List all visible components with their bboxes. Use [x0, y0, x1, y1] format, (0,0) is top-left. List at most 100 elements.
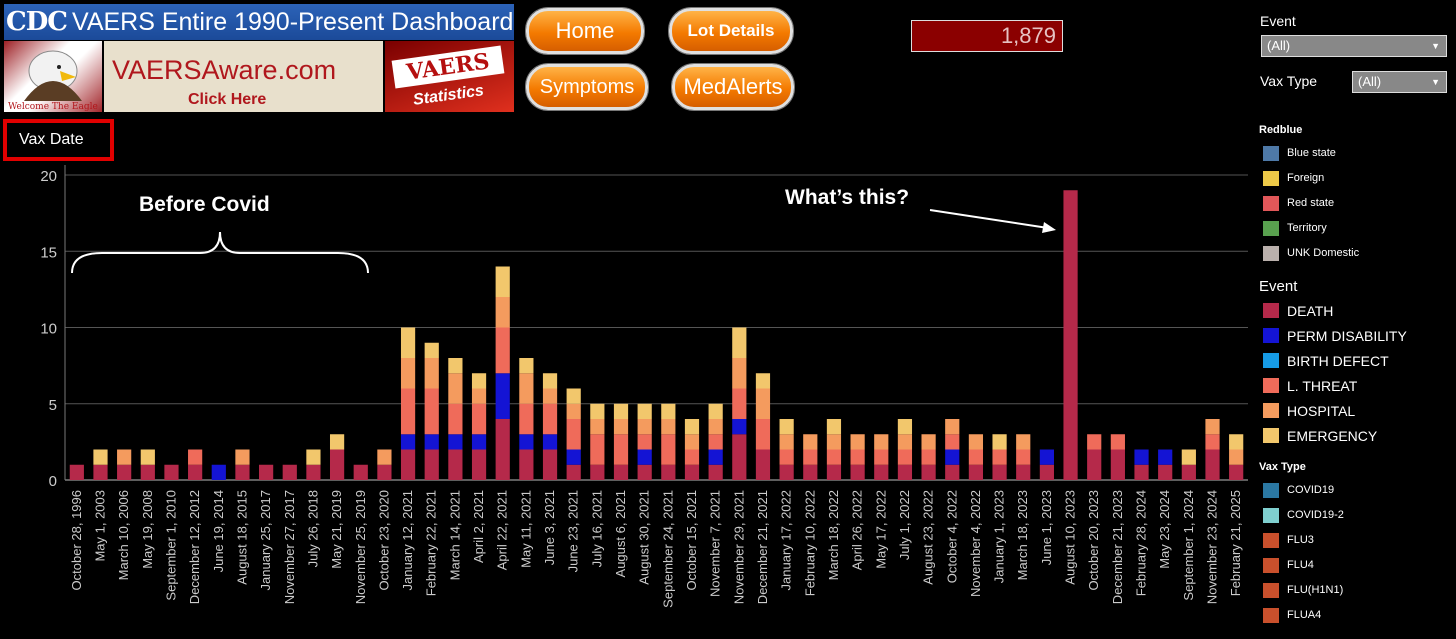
bar-segment[interactable]: [874, 434, 889, 450]
bar-segment[interactable]: [117, 464, 132, 480]
bar-segment[interactable]: [377, 464, 392, 480]
bar-segment[interactable]: [968, 449, 984, 465]
bar-segment[interactable]: [448, 373, 463, 404]
bar-segment[interactable]: [235, 464, 250, 480]
bar-segment[interactable]: [684, 434, 700, 450]
bar-segment[interactable]: [968, 464, 984, 480]
bar-segment[interactable]: [826, 464, 842, 480]
bar-segment[interactable]: [755, 449, 771, 481]
bar-segment[interactable]: [400, 434, 416, 450]
bar-segment[interactable]: [1110, 434, 1125, 450]
bar-segment[interactable]: [93, 464, 108, 480]
bar-segment[interactable]: [945, 419, 960, 435]
bar-segment[interactable]: [826, 449, 842, 465]
bar-segment[interactable]: [188, 449, 203, 465]
bar-segment[interactable]: [826, 434, 842, 450]
bar-segment[interactable]: [400, 327, 416, 359]
bar-segment[interactable]: [140, 449, 155, 465]
bar-segment[interactable]: [1158, 464, 1173, 480]
bar-segment[interactable]: [637, 434, 652, 450]
bar-segment[interactable]: [495, 297, 510, 328]
bar-segment[interactable]: [353, 464, 368, 480]
bar-segment[interactable]: [495, 327, 510, 374]
bar-segment[interactable]: [259, 464, 274, 480]
bar-segment[interactable]: [590, 403, 605, 419]
bar-segment[interactable]: [803, 464, 818, 480]
bar-segment[interactable]: [495, 419, 510, 480]
bar-segment[interactable]: [471, 434, 487, 450]
bar-segment[interactable]: [803, 449, 818, 465]
bar-segment[interactable]: [1181, 464, 1196, 480]
bar-segment[interactable]: [732, 388, 747, 420]
bar-segment[interactable]: [1205, 449, 1220, 481]
bar-segment[interactable]: [282, 464, 297, 480]
bar-segment[interactable]: [732, 327, 747, 359]
bar-segment[interactable]: [779, 464, 794, 480]
bar-segment[interactable]: [590, 419, 605, 435]
bar-segment[interactable]: [1087, 449, 1102, 481]
bar-segment[interactable]: [732, 434, 747, 480]
event-filter-select[interactable]: (All) ▼: [1261, 35, 1447, 57]
bar-segment[interactable]: [542, 434, 558, 450]
vax-date-header[interactable]: Vax Date: [3, 119, 114, 161]
bar-segment[interactable]: [661, 434, 676, 465]
bar-segment[interactable]: [945, 434, 960, 450]
bar-segment[interactable]: [613, 419, 629, 435]
bar-segment[interactable]: [471, 403, 487, 435]
bar-segment[interactable]: [519, 358, 534, 374]
bar-segment[interactable]: [566, 419, 581, 450]
bar-segment[interactable]: [897, 434, 913, 450]
bar-segment[interactable]: [188, 464, 203, 480]
bar-segment[interactable]: [424, 342, 439, 358]
bar-segment[interactable]: [69, 464, 84, 480]
vaers-statistics-link[interactable]: VAERS Statistics: [385, 41, 514, 112]
bar-segment[interactable]: [897, 449, 913, 465]
bar-segment[interactable]: [211, 464, 226, 480]
bar-segment[interactable]: [708, 419, 723, 435]
lot-details-button[interactable]: Lot Details: [669, 8, 793, 54]
medalerts-button[interactable]: MedAlerts: [672, 64, 794, 110]
bar-segment[interactable]: [424, 388, 439, 435]
bar-segment[interactable]: [708, 434, 723, 450]
bar-segment[interactable]: [874, 464, 889, 480]
bar-segment[interactable]: [613, 434, 629, 465]
bar-segment[interactable]: [1158, 449, 1173, 465]
bar-segment[interactable]: [684, 449, 700, 465]
bar-segment[interactable]: [755, 419, 771, 450]
bar-segment[interactable]: [637, 419, 652, 435]
bar-segment[interactable]: [164, 464, 179, 480]
bar-segment[interactable]: [613, 403, 629, 419]
bar-segment[interactable]: [661, 419, 676, 435]
bar-segment[interactable]: [424, 434, 439, 450]
bar-segment[interactable]: [471, 373, 487, 389]
bar-segment[interactable]: [779, 449, 794, 465]
bar-segment[interactable]: [448, 434, 463, 450]
bar-segment[interactable]: [566, 403, 581, 419]
bar-segment[interactable]: [424, 449, 439, 481]
bar-segment[interactable]: [377, 449, 392, 465]
bar-segment[interactable]: [1229, 449, 1244, 465]
bar-segment[interactable]: [921, 434, 936, 450]
bar-segment[interactable]: [897, 419, 913, 435]
vaersaware-link[interactable]: VAERSAware.com Click Here: [104, 41, 383, 112]
bar-segment[interactable]: [1016, 449, 1031, 465]
bar-segment[interactable]: [590, 464, 605, 480]
bar-segment[interactable]: [826, 419, 842, 435]
bar-segment[interactable]: [448, 358, 463, 374]
bar-segment[interactable]: [732, 358, 747, 389]
bar-segment[interactable]: [1205, 419, 1220, 435]
bar-segment[interactable]: [519, 434, 534, 450]
bar-segment[interactable]: [542, 449, 558, 481]
bar-segment[interactable]: [1110, 449, 1125, 481]
home-button[interactable]: Home: [526, 8, 644, 54]
bar-segment[interactable]: [471, 388, 487, 404]
bar-segment[interactable]: [637, 464, 652, 480]
bar-segment[interactable]: [945, 449, 960, 465]
bar-segment[interactable]: [708, 449, 723, 465]
bar-segment[interactable]: [708, 403, 723, 419]
bar-segment[interactable]: [1039, 464, 1054, 480]
bar-segment[interactable]: [542, 373, 558, 389]
bar-segment[interactable]: [755, 388, 771, 420]
bar-segment[interactable]: [850, 449, 865, 465]
bar-segment[interactable]: [779, 419, 794, 435]
